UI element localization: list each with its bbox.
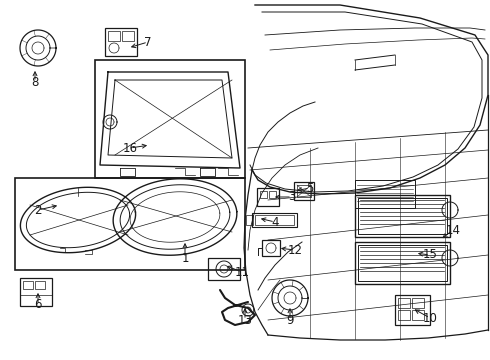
Bar xyxy=(269,191,276,198)
Text: 15: 15 xyxy=(422,248,438,261)
Text: 6: 6 xyxy=(34,298,42,311)
Text: 1: 1 xyxy=(181,252,189,265)
Bar xyxy=(355,242,450,284)
Bar xyxy=(108,31,120,41)
Text: 9: 9 xyxy=(286,314,294,327)
Text: 16: 16 xyxy=(122,141,138,154)
Bar xyxy=(358,198,447,234)
Bar xyxy=(260,191,267,198)
Text: 14: 14 xyxy=(445,224,461,237)
Text: 3: 3 xyxy=(288,190,295,203)
Bar xyxy=(395,295,430,325)
Bar xyxy=(412,310,424,320)
Bar xyxy=(15,178,245,270)
Bar xyxy=(297,185,311,197)
Text: 8: 8 xyxy=(31,76,39,89)
Bar xyxy=(122,31,134,41)
Bar xyxy=(105,28,137,56)
Text: 10: 10 xyxy=(422,311,438,324)
Bar xyxy=(294,182,314,200)
Bar xyxy=(95,60,245,178)
Bar xyxy=(257,188,279,206)
Bar xyxy=(255,215,294,225)
Bar xyxy=(262,240,280,256)
Bar xyxy=(208,258,240,280)
Bar xyxy=(358,245,447,281)
Bar xyxy=(20,278,52,306)
Bar xyxy=(355,180,415,208)
Text: 7: 7 xyxy=(144,36,152,49)
Bar xyxy=(398,310,410,320)
Bar xyxy=(23,281,33,289)
Text: 5: 5 xyxy=(306,181,314,194)
Text: 11: 11 xyxy=(235,266,249,279)
Bar xyxy=(252,213,297,227)
Bar xyxy=(35,281,45,289)
Text: 2: 2 xyxy=(34,203,42,216)
Bar xyxy=(246,215,253,225)
Text: 13: 13 xyxy=(238,314,252,327)
Bar xyxy=(412,298,424,308)
Bar xyxy=(355,195,450,237)
Text: 12: 12 xyxy=(288,243,302,256)
Text: 4: 4 xyxy=(271,216,279,229)
Bar xyxy=(398,298,410,308)
